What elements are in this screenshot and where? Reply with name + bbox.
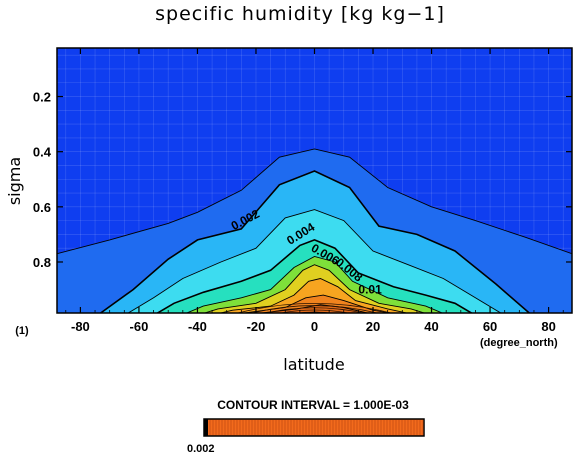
contour-line-9	[257, 304, 372, 313]
dense-contour-line	[236, 303, 393, 313]
contour-line-2	[99, 170, 531, 313]
x-tick-label: -60	[130, 319, 149, 334]
contour-interval-text: CONTOUR INTERVAL = 1.000E-03	[217, 398, 409, 412]
x-tick-label: 40	[424, 319, 438, 334]
x-tick-label: 60	[483, 319, 497, 334]
contour-line-6	[203, 264, 426, 313]
chart-title: specific humidity [kg kg−1]	[155, 3, 445, 25]
y-axis-label: sigma	[5, 157, 24, 205]
x-tick-label: 0	[311, 319, 318, 334]
contour-line-4	[155, 239, 474, 313]
x-axis: -80 -60 -40 -20 0 20 40 60 80	[65, 48, 564, 334]
x-tick-label: 20	[366, 319, 380, 334]
x-tick-label: 80	[541, 319, 555, 334]
x-tick-label: -40	[188, 319, 207, 334]
contour-line-5	[185, 256, 444, 313]
colorbar-label: 0.002	[187, 443, 215, 453]
y-axis: 0.2 0.4 0.6 0.8	[33, 90, 572, 270]
y-tick-label: 0.4	[33, 145, 52, 160]
y-units-note: (1)	[15, 325, 29, 337]
plot-area	[57, 48, 572, 313]
contour-line-7	[218, 278, 409, 313]
x-tick-label: -20	[247, 319, 266, 334]
colorbar: 0.002	[187, 418, 425, 453]
contour-line-3	[127, 209, 502, 313]
x-tick-label: -80	[71, 319, 90, 334]
x-units-label: (degree_north)	[480, 337, 558, 349]
y-tick-label: 0.2	[33, 90, 51, 105]
contour-fill-7	[220, 278, 407, 313]
contour-line-1	[57, 148, 572, 255]
x-axis-label: latitude	[283, 355, 344, 374]
y-tick-label: 0.8	[33, 255, 51, 270]
contour-label: 0.01	[358, 283, 382, 297]
y-tick-label: 0.6	[33, 200, 51, 215]
colorbar-end-tick	[204, 419, 208, 436]
